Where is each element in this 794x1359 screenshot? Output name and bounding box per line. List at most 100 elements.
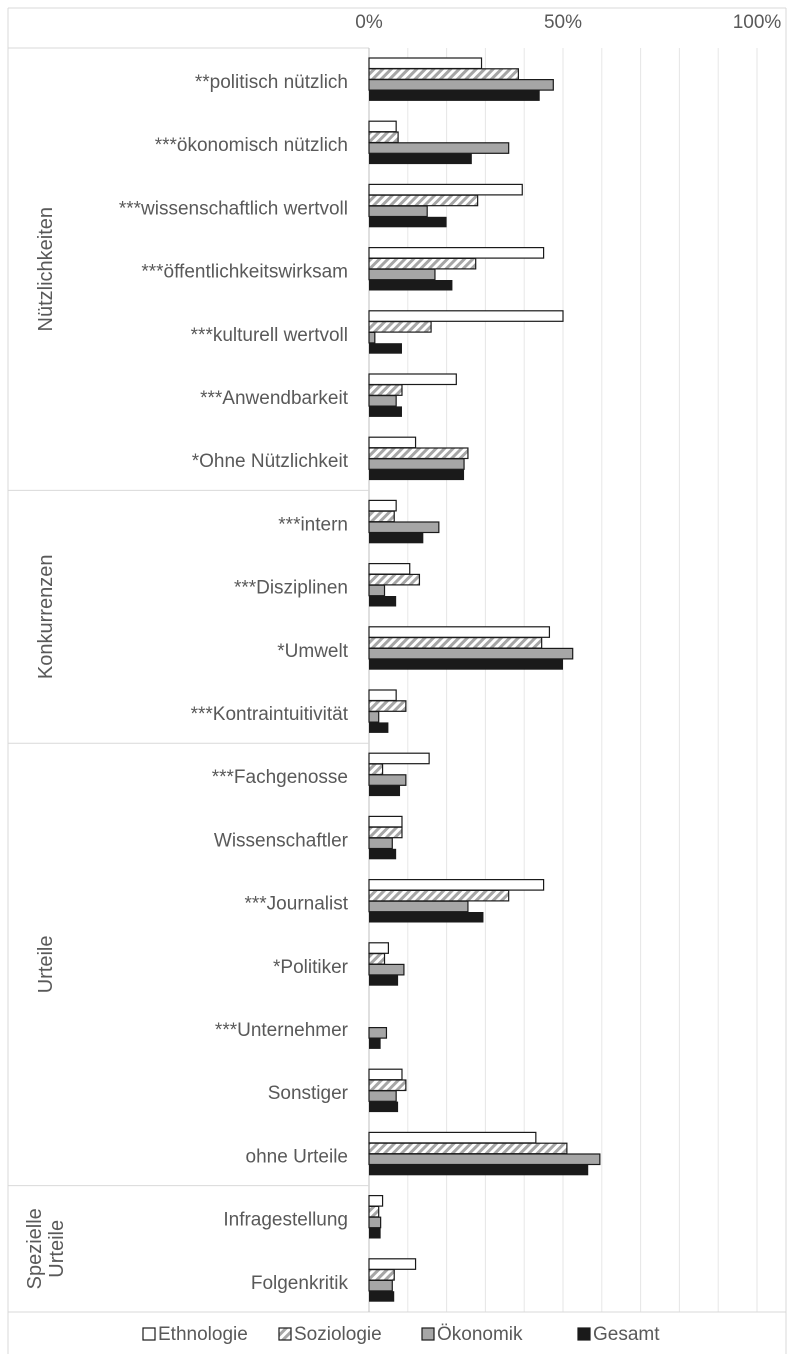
category-label: ohne Urteile	[246, 1146, 348, 1167]
category-label: ***kulturell wertvoll	[191, 325, 348, 346]
bar-soziologie	[368, 257, 477, 270]
legend-swatch	[142, 1327, 156, 1341]
bar-soziologie	[368, 321, 432, 333]
bar-gesamt	[369, 532, 424, 544]
bar-gesamt	[369, 975, 399, 986]
bar-konomik	[368, 268, 436, 281]
x-tick-label: 100%	[733, 12, 782, 33]
bar-gesamt	[369, 90, 540, 101]
group-label: Konkurrenzen	[35, 555, 57, 680]
bar-konomik	[368, 1216, 382, 1229]
bar-gesamt	[369, 722, 389, 733]
bar-konomik	[368, 837, 393, 850]
bar-konomik	[368, 142, 510, 154]
bar-gesamt	[369, 153, 472, 165]
bar-soziologie	[368, 68, 519, 80]
bar-konomik	[368, 963, 405, 976]
bar-gesamt	[369, 1038, 381, 1049]
bar-gesamt	[369, 1101, 399, 1113]
category-label: ***intern	[278, 514, 348, 535]
bar-gesamt	[369, 343, 402, 354]
category-label: *Ohne Nützlichkeit	[192, 451, 349, 472]
bar-konomik	[368, 710, 380, 723]
group-label: Urteile	[35, 936, 57, 994]
category-label: *Politiker	[273, 957, 349, 978]
bar-konomik	[368, 647, 574, 660]
bar-konomik	[368, 78, 554, 91]
legend-swatch	[577, 1327, 591, 1341]
bar-ethnologie	[368, 57, 483, 70]
bar-soziologie	[368, 636, 543, 649]
category-label: Folgenkritik	[251, 1273, 349, 1294]
category-label: ***Journalist	[245, 894, 349, 915]
bar-ethnologie	[368, 1258, 417, 1270]
bar-ethnologie	[368, 689, 397, 702]
bar-gesamt	[369, 1291, 395, 1302]
bar-ethnologie	[368, 183, 523, 196]
category-label: *Umwelt	[277, 641, 348, 662]
bar-soziologie	[368, 1142, 568, 1155]
legend-label: Ethnologie	[158, 1324, 248, 1345]
bar-konomik	[368, 1026, 388, 1039]
category-label: ***wissenschaftlich wertvoll	[119, 198, 348, 219]
category-label: ***Kontraintuitivität	[191, 704, 349, 725]
bar-gesamt	[369, 912, 484, 923]
legend-label: Ökonomik	[437, 1324, 523, 1345]
bar-konomik	[368, 458, 465, 470]
bar-soziologie	[368, 700, 407, 712]
bar-gesamt	[369, 848, 397, 860]
bar-soziologie	[368, 889, 510, 902]
bar-soziologie	[368, 826, 403, 839]
bar-ethnologie	[368, 1068, 403, 1081]
legend-label: Gesamt	[593, 1324, 660, 1345]
bar-gesamt	[369, 1228, 381, 1239]
category-label: ***Disziplinen	[234, 578, 348, 599]
bar-soziologie	[368, 1268, 395, 1281]
bar-ethnologie	[368, 310, 564, 322]
category-label: Sonstiger	[268, 1083, 349, 1104]
bar-konomik	[368, 395, 397, 407]
bar-gesamt	[369, 469, 465, 481]
bar-ethnologie	[368, 1194, 384, 1207]
bar-ethnologie	[368, 562, 411, 575]
group-label: SpezielleUrteile	[24, 1208, 68, 1289]
bar-soziologie	[368, 194, 479, 207]
bar-soziologie	[368, 763, 384, 776]
bar-konomik	[368, 1279, 393, 1292]
bar-soziologie	[368, 131, 399, 144]
bar-ethnologie	[368, 942, 389, 954]
bar-ethnologie	[368, 626, 551, 638]
bar-soziologie	[368, 1205, 380, 1218]
category-label: Infragestellung	[223, 1210, 348, 1231]
bar-konomik	[368, 331, 376, 344]
bar-gesamt	[369, 1164, 589, 1176]
bar-ethnologie	[368, 752, 430, 765]
bar-soziologie	[368, 510, 395, 523]
x-tick-label: 0%	[355, 12, 383, 33]
bar-ethnologie	[368, 815, 403, 828]
bar-gesamt	[369, 406, 402, 417]
category-label: Wissenschaftler	[214, 830, 349, 851]
bar-gesamt	[369, 785, 401, 797]
bar-konomik	[368, 521, 440, 534]
bar-soziologie	[368, 573, 421, 586]
bar-ethnologie	[368, 247, 545, 259]
category-label: ***Unternehmer	[215, 1020, 349, 1041]
category-label: ***ökonomisch nützlich	[155, 135, 348, 156]
bar-konomik	[368, 584, 386, 597]
legend-swatch	[278, 1327, 292, 1341]
bar-konomik	[368, 774, 407, 786]
bar-ethnologie	[368, 878, 545, 891]
legend-label: Soziologie	[294, 1324, 382, 1345]
bar-soziologie	[368, 1079, 407, 1092]
category-label: ***Anwendbarkeit	[200, 388, 349, 409]
category-label: ***Fachgenosse	[212, 767, 348, 788]
category-label: **politisch nützlich	[195, 72, 348, 93]
bar-ethnologie	[368, 436, 417, 449]
x-tick-label: 50%	[544, 12, 582, 33]
bar-ethnologie	[368, 499, 397, 512]
category-label: ***öffentlichkeitswirksam	[141, 262, 348, 283]
bar-soziologie	[368, 952, 386, 965]
bar-ethnologie	[368, 120, 397, 133]
